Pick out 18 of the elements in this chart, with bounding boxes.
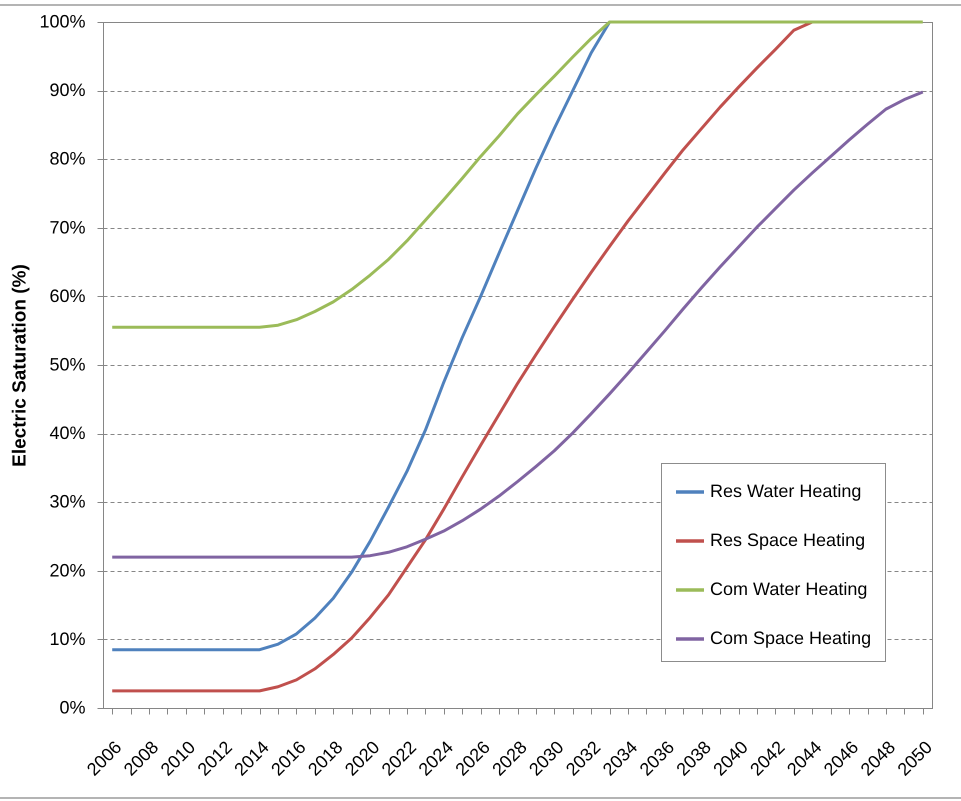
y-tick-label: 90% — [49, 80, 86, 100]
y-tick-label: 10% — [49, 628, 86, 649]
legend-label: Res Water Heating — [710, 481, 862, 501]
line-series — [110, 90, 924, 559]
y-tick-label: 0% — [59, 698, 86, 718]
y-tick-label: 40% — [49, 423, 86, 444]
legend-label: Res Space Heating — [710, 530, 866, 550]
line-series — [110, 20, 924, 329]
y-tick-label: 100% — [39, 12, 86, 32]
y-axis-title: Electric Saturation (%) — [9, 264, 30, 467]
y-tick-label: 20% — [49, 560, 86, 580]
y-tick-label: 80% — [49, 148, 86, 169]
legend-label: Com Water Heating — [710, 579, 868, 599]
y-tick-label: 50% — [49, 354, 86, 374]
legend-label: Com Space Heating — [710, 628, 872, 648]
y-tick-label: 60% — [49, 286, 86, 306]
y-tick-label: 70% — [49, 217, 86, 238]
y-tick-label: 30% — [49, 492, 86, 512]
